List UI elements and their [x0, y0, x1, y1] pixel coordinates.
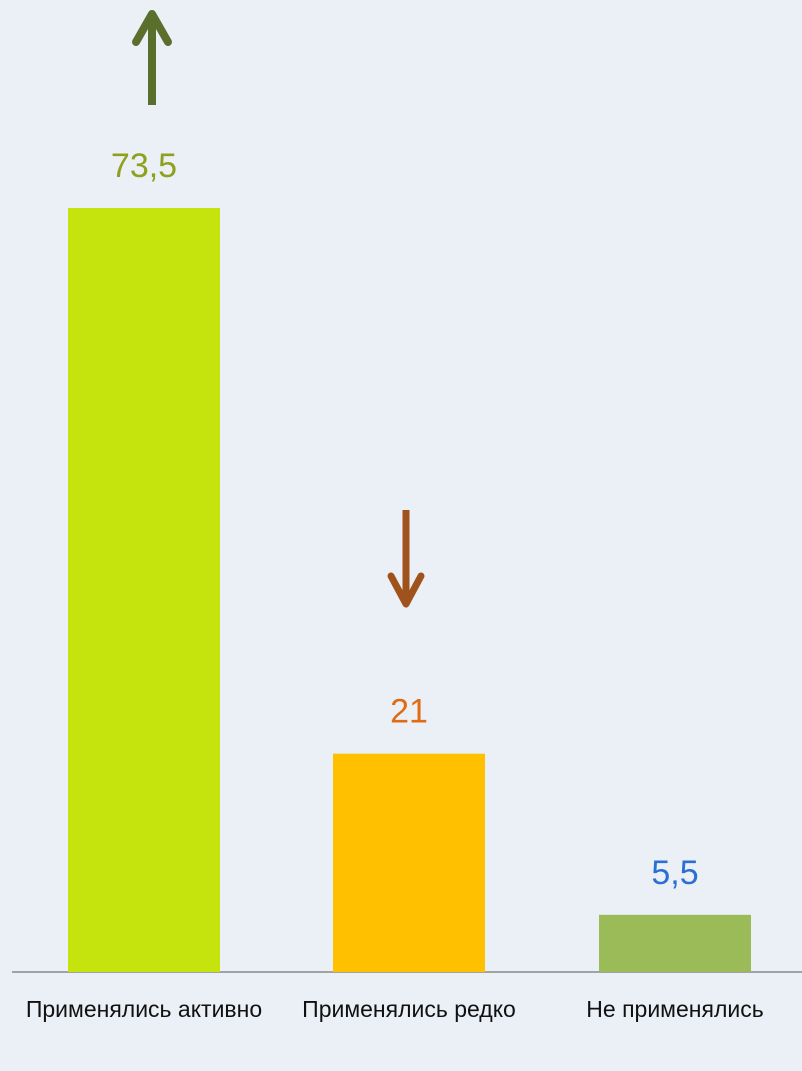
- x-tick-label: Применялись редко: [302, 996, 516, 1022]
- bar: [333, 753, 485, 972]
- up-arrow: [132, 10, 172, 105]
- down-arrow: [387, 510, 425, 608]
- x-tick-label: Не применялись: [586, 996, 764, 1022]
- value-label: 5,5: [651, 854, 698, 892]
- x-tick-label: Применялись активно: [25, 996, 263, 1022]
- bar: [68, 208, 220, 972]
- value-label: 73,5: [111, 147, 177, 185]
- bar: [599, 914, 751, 972]
- value-label: 21: [390, 693, 428, 731]
